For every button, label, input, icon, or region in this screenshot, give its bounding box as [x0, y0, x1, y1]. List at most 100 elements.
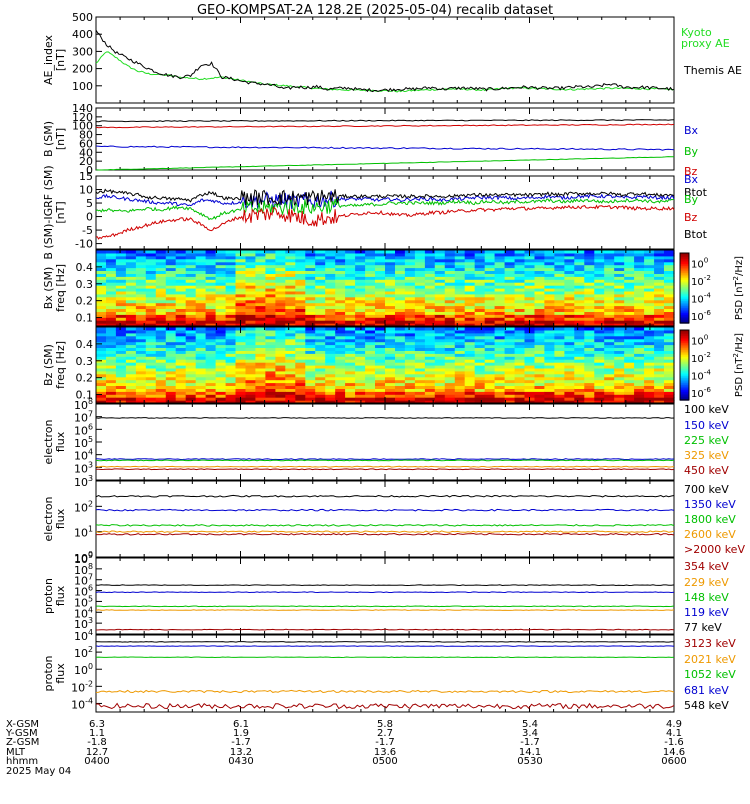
colorbar-segment	[680, 279, 689, 282]
ephemeris-value: 5.4	[522, 719, 538, 730]
legend-kyoto-line1: Kyoto	[681, 26, 712, 39]
colorbar-segment	[680, 359, 689, 363]
colorbar-segment	[680, 340, 689, 343]
series-line-by	[95, 198, 675, 221]
colorbar-segment	[680, 342, 689, 345]
chart-title: GEO-KOMPSAT-2A 128.2E (2025-05-04) recal…	[197, 3, 553, 18]
y-tick-label: 120	[72, 111, 93, 124]
ephemeris-value: 0530	[517, 756, 542, 767]
bsm-panel-frame	[95, 107, 675, 171]
colorbar-segment	[680, 366, 689, 370]
series-line-bx	[95, 145, 675, 151]
colorbar-segment	[680, 370, 689, 373]
colorbar-segment	[680, 260, 689, 263]
colorbar-segment	[680, 254, 689, 258]
y-tick-label: 300	[72, 45, 93, 58]
y-tick-label: 60	[79, 137, 93, 150]
colorbar-segment	[680, 361, 689, 364]
legend-eflux2-2: 1800 keV	[684, 513, 736, 526]
colorbar-segment	[680, 358, 689, 361]
series-line-pflux2-1	[95, 689, 675, 694]
colorbar-segment	[680, 338, 689, 342]
y-tick-label: 0.1	[76, 312, 94, 325]
y-tick-label: 106	[74, 422, 93, 437]
eflux2-panel-frame	[95, 480, 675, 558]
colorbar-segment	[680, 298, 689, 301]
series-line-eflux2-2	[95, 524, 675, 527]
colorbar-tick-label: 100	[691, 333, 709, 348]
series-line-themis-ae	[95, 29, 675, 93]
colorbar-segment	[680, 333, 689, 336]
colorbar-segment	[680, 288, 689, 291]
ephemeris-value: 1.9	[233, 728, 249, 739]
ephemeris-value: 4.1	[666, 728, 682, 739]
y-tick-label: 104	[74, 605, 93, 620]
y-tick-label: 10-4	[71, 696, 93, 711]
colorbar-segment	[680, 372, 689, 375]
eflux1-y-axis-label: electronflux	[42, 420, 67, 465]
colorbar-segment	[680, 289, 689, 293]
colorbar-segment	[680, 347, 689, 350]
colorbar-segment	[680, 319, 689, 322]
colorbar-segment	[680, 270, 689, 273]
colorbar-segment	[680, 295, 689, 298]
y-tick-label: 109	[74, 551, 93, 566]
bx-y-axis-label: Bx (SM)freq [Hz]	[42, 264, 67, 312]
colorbar-segment	[680, 363, 689, 366]
y-tick-label: -10	[75, 238, 93, 251]
series-line-eflux2-3	[95, 530, 675, 533]
ephemeris-value: 3.4	[522, 728, 538, 739]
series-line-pflux1-2	[96, 605, 675, 608]
series-line-eflux2-1	[95, 508, 675, 512]
y-tick-label: 103	[74, 460, 93, 475]
colorbar-segment	[680, 312, 689, 315]
series-line-btot	[95, 188, 675, 206]
ephemeris-value: 6.1	[233, 719, 249, 730]
y-tick-label: 107	[74, 410, 93, 425]
bz-spectrogram-cells	[96, 327, 675, 404]
legend-eflux2-0: 700 keV	[684, 483, 729, 496]
series-line-bx	[95, 190, 675, 210]
series-line-pflux2-4	[95, 641, 675, 643]
ephemeris-value: 2.7	[377, 728, 393, 739]
y-tick-label: 5	[86, 197, 93, 210]
colorbar-segment	[680, 387, 689, 391]
series-line-pflux2-3	[95, 645, 675, 647]
y-tick-label: 101	[74, 525, 93, 540]
y-tick-label: 106	[74, 584, 93, 599]
colorbar-segment	[680, 302, 689, 305]
ephemeris-value: -1.7	[520, 737, 540, 748]
colorbar-segment	[680, 282, 689, 286]
ephemeris-value: -1.8	[87, 737, 107, 748]
colorbar-tick-label: 10-4	[691, 291, 711, 306]
colorbar-segment	[680, 286, 689, 289]
legend-pflux1-4: 77 keV	[684, 621, 722, 634]
y-tick-label: 108	[74, 562, 93, 577]
colorbar-segment	[680, 284, 689, 287]
legend-pflux2-2: 1052 keV	[684, 668, 736, 681]
colorbar-segment	[680, 356, 689, 359]
legend-bsm-by: By	[684, 145, 699, 158]
series-line-eflux1-2	[95, 459, 675, 462]
colorbar-segment	[680, 365, 689, 368]
series-line-bz	[95, 204, 675, 240]
colorbar-segment	[680, 316, 689, 319]
bsm-y-axis-label: B (SM)[nT]	[42, 121, 67, 157]
legend-pflux1-3: 119 keV	[684, 606, 729, 619]
legend-bigrf-btot: Btot	[684, 228, 708, 241]
eflux2-y-axis-label: electronflux	[42, 497, 67, 542]
y-tick-label: 103	[74, 474, 93, 489]
colorbar-segment	[680, 291, 689, 294]
series-line-pflux1-0	[95, 628, 675, 631]
legend-eflux2-3: 2600 keV	[684, 528, 736, 541]
colorbar-segment	[680, 258, 689, 261]
colorbar-segment	[680, 396, 689, 399]
series-line-by	[95, 156, 675, 171]
y-tick-label: 104	[74, 628, 93, 643]
colorbar-segment	[680, 293, 689, 296]
ephemeris-value: 12.7	[86, 747, 108, 758]
bz-y-axis-label: Bz (SM)freq [Hz]	[42, 341, 67, 389]
ephemeris-label: hhmm	[6, 756, 38, 767]
